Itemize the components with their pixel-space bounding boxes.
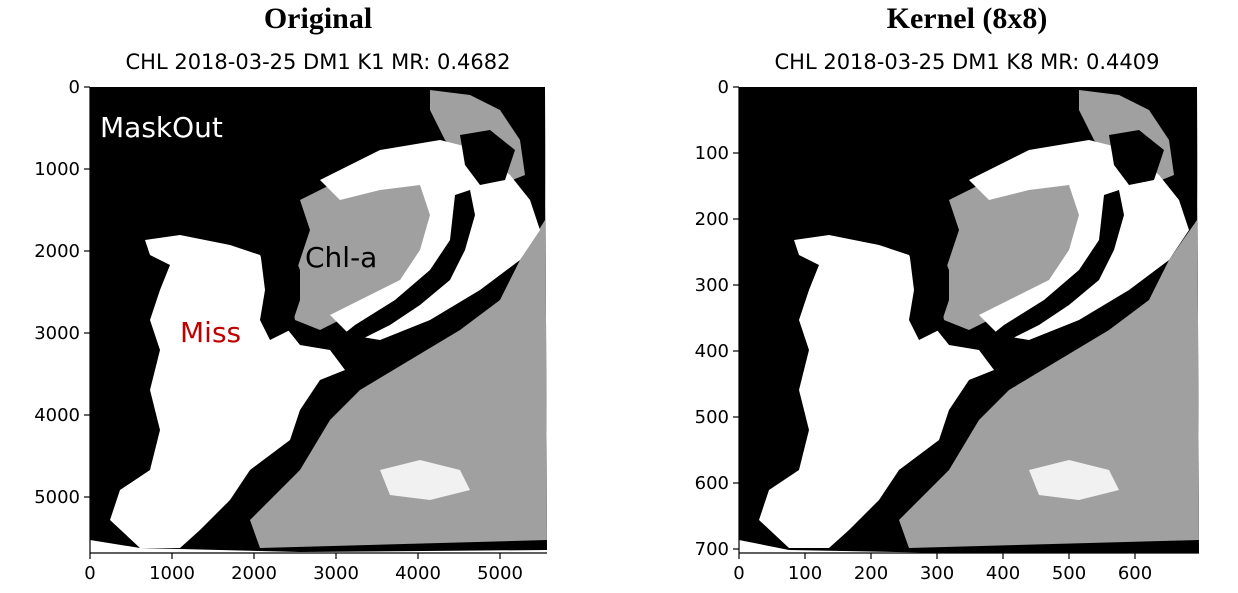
miss-region-east xyxy=(320,140,540,340)
x-tick-label: 3000 xyxy=(313,563,359,584)
y-tick-label: 5000 xyxy=(34,487,80,508)
panel-original: Original CHL 2018-03-25 DM1 K1 MR: 0.468… xyxy=(34,2,547,584)
x-tick-label: 100 xyxy=(788,563,822,584)
map-plot: 0 1000 2000 3000 4000 5000 0 1000 2000 3000 4000 50… xyxy=(34,77,547,584)
x-tick-label: 5000 xyxy=(477,563,523,584)
hokkaido-landmass xyxy=(460,130,515,185)
japan-landmass xyxy=(330,190,475,355)
x-tick-label: 0 xyxy=(84,563,95,584)
annotation-chla: Chl-a xyxy=(305,241,377,274)
x-tick-label: 200 xyxy=(854,563,888,584)
y-tick-label: 600 xyxy=(695,473,729,494)
y-tick-label: 0 xyxy=(718,77,729,98)
annotation-maskout: MaskOut xyxy=(100,111,223,144)
miss-region xyxy=(110,235,345,548)
y-tick-label: 700 xyxy=(695,539,729,560)
map-plot: 0 100 200 300 400 500 600 0 100 200 300 400 500 600 70… xyxy=(695,77,1199,584)
hokkaido-landmass xyxy=(1109,130,1164,185)
x-tick-label: 1000 xyxy=(149,563,195,584)
chla-region xyxy=(899,87,1199,548)
panel-heading: Original xyxy=(263,2,373,35)
cloud-patch xyxy=(380,460,470,500)
chla-region-sea-of-japan xyxy=(290,160,440,330)
y-tick-label: 200 xyxy=(695,209,729,230)
korea-landmass xyxy=(260,245,300,340)
x-tick-label: 500 xyxy=(1052,563,1086,584)
y-tick-label: 300 xyxy=(695,275,729,296)
miss-region xyxy=(759,235,994,548)
x-tick-label: 0 xyxy=(733,563,744,584)
y-tick-label: 2000 xyxy=(34,241,80,262)
x-tick-label: 300 xyxy=(920,563,954,584)
panel-subtitle: CHL 2018-03-25 DM1 K8 MR: 0.4409 xyxy=(774,50,1160,74)
y-tick-label: 0 xyxy=(69,77,80,98)
japan-landmass xyxy=(979,190,1124,355)
y-tick-label: 4000 xyxy=(34,405,80,426)
chla-region xyxy=(250,87,547,548)
x-tick-label: 2000 xyxy=(231,563,277,584)
y-tick-label: 500 xyxy=(695,407,729,428)
x-tick-label: 600 xyxy=(1118,563,1152,584)
y-tick-label: 400 xyxy=(695,341,729,362)
korea-landmass xyxy=(909,245,949,340)
panel-subtitle: CHL 2018-03-25 DM1 K1 MR: 0.4682 xyxy=(125,50,511,74)
x-tick-label: 400 xyxy=(986,563,1020,584)
panel-heading: Kernel (8x8) xyxy=(886,2,1048,35)
chla-region-sea-of-japan xyxy=(939,160,1089,330)
cloud-patch xyxy=(1029,460,1119,500)
y-tick-label: 100 xyxy=(695,143,729,164)
annotation-miss: Miss xyxy=(180,316,241,349)
miss-region-east xyxy=(969,140,1189,340)
panel-kernel: Kernel (8x8) CHL 2018-03-25 DM1 K8 MR: 0… xyxy=(619,0,1238,593)
y-tick-label: 3000 xyxy=(34,323,80,344)
x-tick-label: 4000 xyxy=(395,563,441,584)
y-tick-label: 1000 xyxy=(34,159,80,180)
